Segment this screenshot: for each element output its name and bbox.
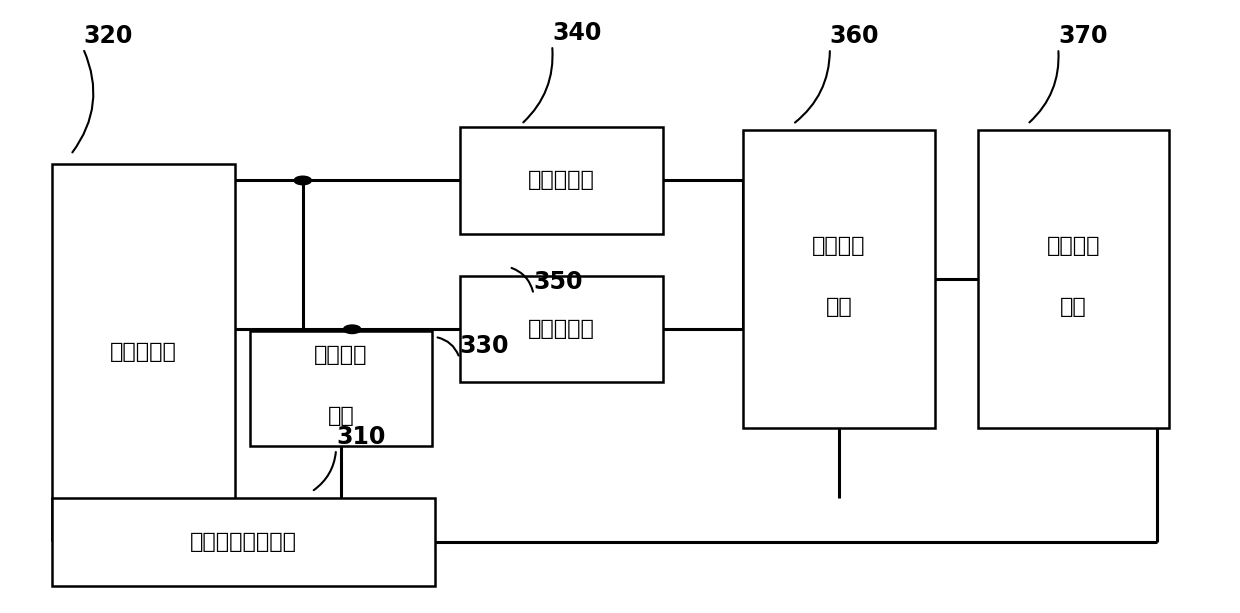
Text: 370: 370: [1058, 25, 1107, 48]
Text: 360: 360: [830, 25, 879, 48]
Bar: [52, 164, 234, 541]
Text: 340: 340: [552, 21, 601, 45]
Text: 310: 310: [336, 425, 386, 449]
Text: 电路负载: 电路负载: [1047, 236, 1100, 256]
Text: 第一推挽臂: 第一推挽臂: [528, 170, 595, 191]
Bar: [52, 498, 435, 586]
Bar: [460, 276, 663, 383]
Circle shape: [343, 325, 361, 333]
Text: 350: 350: [533, 270, 583, 294]
Text: 交越失真消除模块: 交越失真消除模块: [190, 532, 298, 552]
Circle shape: [294, 176, 311, 185]
Bar: [744, 131, 935, 428]
Bar: [460, 128, 663, 234]
Text: 波形合并: 波形合并: [812, 236, 866, 256]
Text: 模块: 模块: [1060, 297, 1087, 316]
Text: 模块: 模块: [327, 406, 355, 426]
Text: 第二推挽臂: 第二推挽臂: [528, 319, 595, 339]
Bar: [249, 331, 433, 446]
Text: 320: 320: [83, 25, 133, 48]
Text: 330: 330: [460, 334, 510, 358]
Text: 直流偏置: 直流偏置: [314, 345, 368, 365]
Bar: [978, 131, 1169, 428]
Text: 波形发生器: 波形发生器: [110, 342, 177, 362]
Text: 模块: 模块: [826, 297, 852, 316]
